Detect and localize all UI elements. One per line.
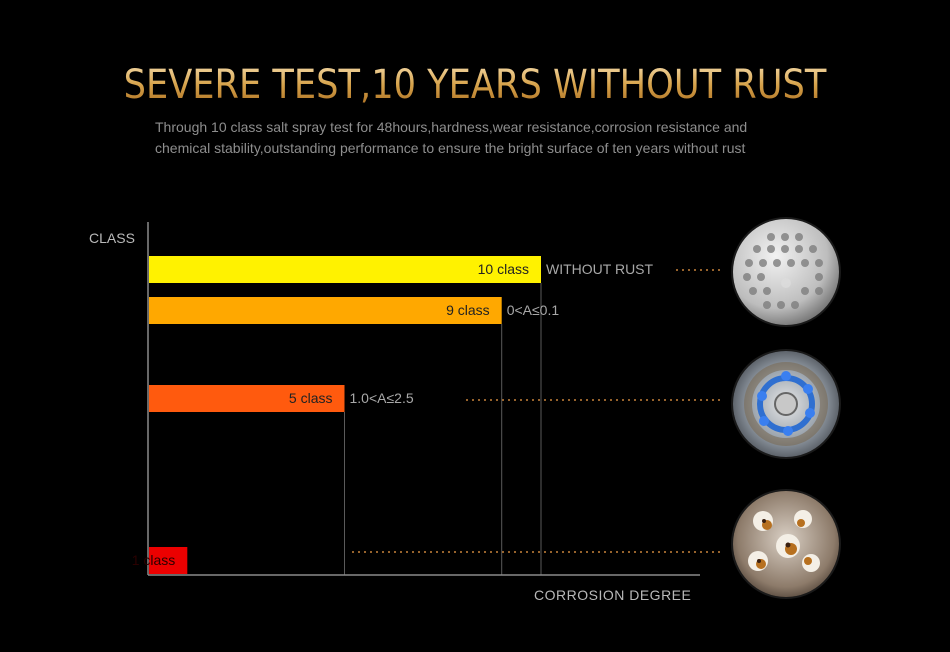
subtitle-line-1: Through 10 class salt spray test for 48h… <box>155 119 748 135</box>
bar-label-9: 9 class <box>446 302 490 318</box>
bar-10-class <box>149 256 541 283</box>
bar-label-5: 5 class <box>289 390 333 406</box>
bar-annotation-9: 0<A≤0.1 <box>507 302 560 318</box>
bar-annotation-5: 1.0<A≤2.5 <box>350 390 414 406</box>
subtitle-line-2: chemical stability,outstanding performan… <box>155 140 746 156</box>
bar-annotation-10: WITHOUT RUST <box>546 261 654 277</box>
page-subtitle: Through 10 class salt spray test for 48h… <box>155 117 815 159</box>
bar-5-class <box>149 385 345 412</box>
shower-head-clean-icon <box>731 217 841 327</box>
x-axis-label: CORROSION DEGREE <box>534 587 691 603</box>
shower-head-partial-rust-icon <box>731 349 841 459</box>
shower-head-heavy-rust-icon <box>731 489 841 599</box>
bar-9-class <box>149 297 502 324</box>
bar-label-10: 10 class <box>478 261 529 277</box>
page-title: SEVERE TEST,10 YEARS WITHOUT RUST <box>57 62 893 108</box>
bar-1-class <box>149 547 188 574</box>
y-axis-label: CLASS <box>89 230 135 246</box>
bar-label-1: 1 class <box>132 552 176 568</box>
